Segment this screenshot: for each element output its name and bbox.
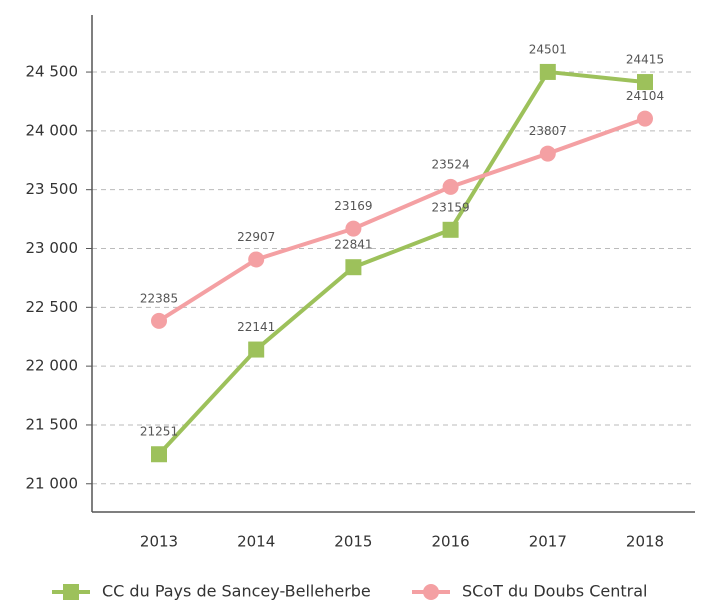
data-label: 21251 bbox=[140, 425, 178, 439]
data-label: 22907 bbox=[237, 230, 275, 244]
data-label: 23807 bbox=[529, 124, 567, 138]
x-tick-label: 2018 bbox=[626, 533, 664, 551]
marker bbox=[539, 63, 556, 80]
x-tick-label: 2017 bbox=[529, 533, 567, 551]
y-tick-label: 21 500 bbox=[26, 415, 79, 433]
marker bbox=[151, 446, 167, 463]
y-tick-label: 24 000 bbox=[26, 121, 79, 139]
y-tick-label: 23 500 bbox=[26, 180, 79, 198]
data-label: 22385 bbox=[140, 291, 178, 305]
y-tick-label: 23 000 bbox=[26, 239, 79, 257]
y-tick-label: 24 500 bbox=[26, 63, 79, 81]
data-label: 24415 bbox=[626, 53, 664, 67]
y-tick-label: 21 000 bbox=[26, 474, 79, 492]
marker bbox=[345, 259, 362, 276]
data-label: 22141 bbox=[237, 320, 275, 334]
data-label: 23159 bbox=[432, 200, 470, 214]
marker bbox=[345, 220, 362, 237]
legend-label: SCoT du Doubs Central bbox=[462, 582, 647, 601]
marker bbox=[151, 312, 167, 329]
x-tick-label: 2014 bbox=[237, 533, 275, 551]
marker bbox=[539, 145, 556, 162]
legend-marker bbox=[423, 584, 439, 600]
x-tick-label: 2016 bbox=[432, 533, 470, 551]
y-tick-label: 22 000 bbox=[26, 357, 79, 375]
marker bbox=[248, 341, 265, 358]
legend-marker bbox=[63, 584, 79, 600]
data-label: 22841 bbox=[334, 238, 372, 252]
x-tick-label: 2015 bbox=[334, 533, 372, 551]
series-line bbox=[157, 116, 646, 323]
data-label: 23524 bbox=[432, 157, 470, 171]
data-label: 23169 bbox=[334, 199, 372, 213]
legend-label: CC du Pays de Sancey-Belleherbe bbox=[102, 582, 371, 601]
marker bbox=[637, 74, 653, 91]
marker bbox=[248, 251, 265, 268]
data-label: 24501 bbox=[529, 42, 567, 56]
marker bbox=[637, 110, 653, 127]
marker bbox=[442, 221, 459, 238]
x-tick-label: 2013 bbox=[140, 533, 178, 551]
y-tick-label: 22 500 bbox=[26, 298, 79, 316]
series-line bbox=[157, 69, 646, 456]
marker bbox=[442, 178, 459, 195]
data-label: 24104 bbox=[626, 89, 664, 103]
